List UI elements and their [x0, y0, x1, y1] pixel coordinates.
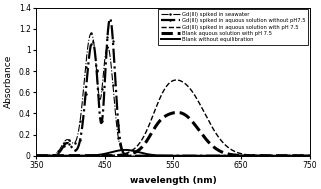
Line: Gd(III) spiked in seawater: Gd(III) spiked in seawater	[35, 33, 310, 157]
Gd(III) spiked in seawater	[222, 155, 226, 157]
Blank without equilibration	[34, 155, 38, 157]
Gd(III) spiked in seawater	[308, 155, 311, 157]
Gd(III) spiked in aquous solution without pH7.5	[222, 155, 226, 157]
Blank without equilibration	[62, 155, 66, 157]
Gd(III) spiked in aquous solution with pH 7.5	[155, 105, 159, 107]
Line: Blank aquous solution with pH 7.5: Blank aquous solution with pH 7.5	[36, 112, 309, 156]
X-axis label: wavelength (nm): wavelength (nm)	[130, 176, 216, 185]
Gd(III) spiked in seawater	[145, 155, 149, 157]
Blank aquous solution with pH 7.5	[308, 155, 311, 157]
Blank without equilibration	[123, 149, 127, 151]
Gd(III) spiked in aquous solution with pH 7.5	[145, 129, 149, 131]
Blank aquous solution with pH 7.5	[155, 124, 159, 126]
Blank without equilibration	[248, 155, 252, 157]
Gd(III) spiked in seawater	[62, 141, 66, 143]
Gd(III) spiked in seawater	[34, 155, 38, 157]
Blank aquous solution with pH 7.5	[145, 140, 149, 142]
Gd(III) spiked in seawater	[248, 155, 252, 157]
Gd(III) spiked in aquous solution with pH 7.5	[222, 143, 226, 145]
Y-axis label: Absorbance: Absorbance	[4, 55, 13, 108]
Gd(III) spiked in aquous solution with pH 7.5	[253, 154, 256, 156]
Line: Gd(III) spiked in aquous solution with pH 7.5: Gd(III) spiked in aquous solution with p…	[36, 80, 309, 156]
Gd(III) spiked in aquous solution without pH7.5	[155, 155, 159, 157]
Gd(III) spiked in aquous solution without pH7.5	[34, 155, 38, 157]
Gd(III) spiked in aquous solution without pH7.5	[253, 155, 256, 157]
Blank aquous solution with pH 7.5	[222, 152, 226, 154]
Gd(III) spiked in aquous solution with pH 7.5	[62, 155, 66, 157]
Blank without equilibration	[155, 154, 159, 156]
Gd(III) spiked in aquous solution without pH7.5	[308, 155, 311, 157]
Gd(III) spiked in aquous solution with pH 7.5	[174, 79, 178, 81]
Gd(III) spiked in seawater	[89, 32, 93, 35]
Gd(III) spiked in aquous solution with pH 7.5	[34, 155, 38, 157]
Gd(III) spiked in aquous solution without pH7.5	[62, 144, 66, 146]
Gd(III) spiked in seawater	[253, 155, 256, 157]
Blank aquous solution with pH 7.5	[34, 155, 38, 157]
Legend: Gd(III) spiked in seawater, Gd(III) spiked in aquous solution without pH7.5, Gd(: Gd(III) spiked in seawater, Gd(III) spik…	[159, 9, 308, 45]
Blank without equilibration	[145, 153, 149, 155]
Blank aquous solution with pH 7.5	[62, 155, 66, 157]
Blank without equilibration	[222, 155, 226, 157]
Blank aquous solution with pH 7.5	[175, 111, 179, 114]
Gd(III) spiked in aquous solution without pH7.5	[145, 155, 149, 157]
Blank without equilibration	[253, 155, 256, 157]
Gd(III) spiked in aquous solution with pH 7.5	[248, 154, 252, 156]
Line: Blank without equilibration: Blank without equilibration	[36, 150, 309, 156]
Blank aquous solution with pH 7.5	[253, 155, 256, 157]
Gd(III) spiked in seawater	[155, 155, 159, 157]
Line: Gd(III) spiked in aquous solution without pH7.5: Gd(III) spiked in aquous solution withou…	[35, 18, 310, 157]
Gd(III) spiked in aquous solution without pH7.5	[108, 18, 112, 20]
Gd(III) spiked in aquous solution without pH7.5	[248, 155, 252, 157]
Blank without equilibration	[308, 155, 311, 157]
Gd(III) spiked in aquous solution with pH 7.5	[308, 155, 311, 157]
Blank aquous solution with pH 7.5	[248, 155, 252, 157]
